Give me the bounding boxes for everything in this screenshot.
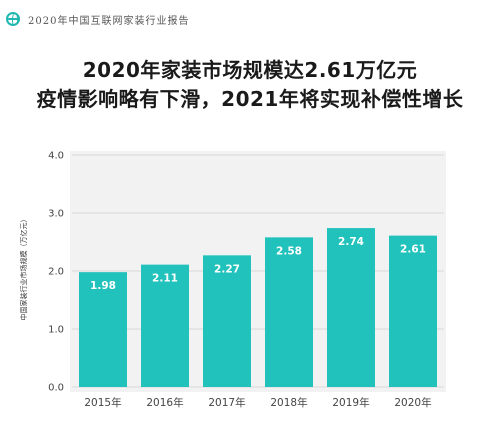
title-line-1: 2020年家装市场规模达2.61万亿元: [82, 58, 418, 82]
globe-icon: [6, 12, 20, 26]
bar-value-label: 2.61: [400, 244, 426, 256]
y-tick-label: 3.0: [48, 209, 64, 220]
y-tick-label: 0.0: [48, 383, 64, 394]
x-tick-label: 2017年: [208, 396, 245, 409]
title-line-2: 疫情影响略有下滑，2021年将实现补偿性增长: [36, 87, 464, 111]
bar-value-label: 2.27: [214, 263, 240, 275]
x-tick-label: 2015年: [84, 396, 121, 409]
x-tick-label: 2016年: [146, 396, 183, 409]
bar-value-label: 2.74: [338, 236, 364, 248]
x-tick-label: 2020年: [394, 396, 431, 409]
bar: [79, 272, 127, 387]
bar: [389, 235, 437, 387]
y-tick-label: 4.0: [48, 151, 64, 162]
bar: [203, 255, 251, 387]
report-header: 2020年中国互联网家装行业报告: [6, 6, 494, 32]
y-tick-label: 2.0: [48, 267, 64, 278]
x-tick-label: 2018年: [270, 396, 307, 409]
bar-value-label: 2.58: [276, 245, 302, 257]
bar: [141, 264, 189, 387]
chart-title: 2020年家装市场规模达2.61万亿元 疫情影响略有下滑，2021年将实现补偿性…: [0, 56, 500, 114]
x-tick-label: 2019年: [332, 396, 369, 409]
bar: [327, 228, 375, 387]
y-tick-label: 1.0: [48, 325, 64, 336]
bar-value-label: 2.11: [152, 273, 178, 285]
bar: [265, 237, 313, 387]
report-title: 2020年中国互联网家装行业报告: [28, 15, 190, 27]
bar-value-label: 1.98: [90, 280, 116, 292]
